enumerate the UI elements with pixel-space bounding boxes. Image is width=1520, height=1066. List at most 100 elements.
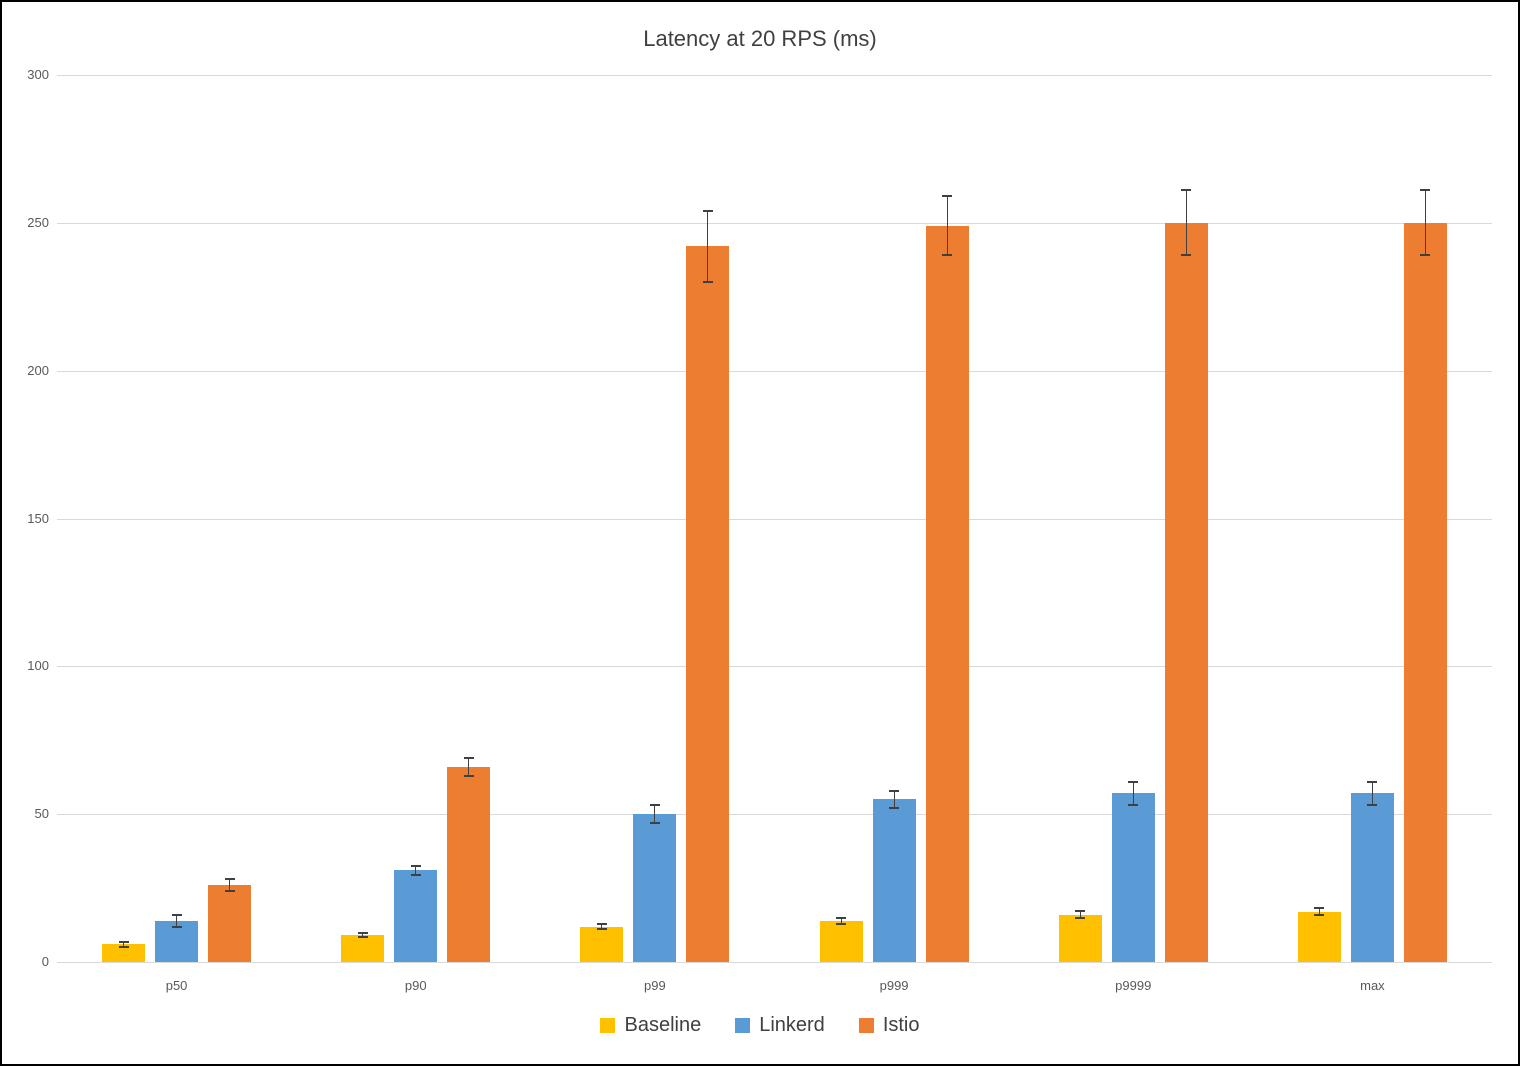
error-bar-line — [654, 805, 656, 824]
error-bar-cap — [171, 913, 182, 916]
error-bar-cap — [1181, 189, 1192, 192]
error-bar-line — [468, 757, 470, 776]
legend-item-baseline: Baseline — [600, 1014, 701, 1037]
gridline — [57, 370, 1492, 372]
error-bar-line — [1079, 911, 1081, 919]
error-bar-cap — [596, 928, 607, 931]
legend-swatch-linkerd — [735, 1018, 751, 1033]
bar-istio-p999 — [925, 225, 969, 962]
error-bar-cap — [224, 878, 235, 881]
x-axis-category-label: p9999 — [1115, 978, 1152, 993]
error-bar-line — [946, 196, 948, 256]
y-axis-tick-label: 0 — [41, 954, 49, 969]
x-axis-category-label: p99 — [644, 978, 666, 993]
gridline — [57, 814, 1492, 816]
y-axis-tick-label: 50 — [34, 806, 49, 822]
bar-baseline-p90 — [341, 935, 385, 962]
bar-baseline-p9999 — [1058, 914, 1102, 962]
error-bar-cap — [1128, 780, 1139, 783]
error-bar-cap — [1314, 907, 1325, 910]
bar-istio-p90 — [447, 766, 491, 962]
gridline — [57, 222, 1492, 224]
bar-istio-max — [1403, 222, 1447, 962]
bar-linkerd-p999 — [872, 799, 916, 962]
error-bar-line — [123, 941, 125, 947]
error-bar-line — [415, 865, 417, 875]
error-bar-cap — [1314, 914, 1325, 917]
error-bar-cap — [649, 822, 660, 825]
gridline — [57, 666, 1492, 668]
error-bar-cap — [1075, 917, 1086, 920]
error-bar-line — [229, 879, 231, 892]
error-bar-cap — [702, 280, 713, 283]
error-bar-cap — [463, 756, 474, 759]
x-axis-category-label: max — [1360, 978, 1385, 993]
error-bar-cap — [889, 807, 900, 810]
error-bar-cap — [1367, 804, 1378, 807]
legend-item-linkerd: Linkerd — [735, 1014, 825, 1037]
error-bar-cap — [1420, 189, 1431, 192]
error-bar-cap — [649, 804, 660, 807]
legend-swatch-baseline — [600, 1018, 616, 1033]
x-axis-category-label: p50 — [165, 978, 188, 993]
error-bar-cap — [836, 916, 847, 919]
error-bar-line — [1371, 781, 1373, 806]
error-bar-cap — [357, 932, 368, 935]
error-bar-cap — [889, 789, 900, 792]
legend-label: Baseline — [624, 1014, 702, 1036]
error-bar-cap — [410, 873, 421, 876]
bar-istio-p9999 — [1164, 222, 1208, 962]
error-bar-cap — [224, 890, 235, 893]
error-bar-cap — [1367, 780, 1378, 783]
error-bar-line — [1424, 190, 1426, 256]
x-axis-category-label: p999 — [879, 978, 909, 993]
error-bar-cap — [171, 925, 182, 928]
y-axis-tick-label: 100 — [27, 658, 49, 674]
error-bar-line — [707, 211, 709, 282]
error-bar-cap — [1420, 254, 1431, 257]
bar-baseline-p999 — [819, 920, 863, 962]
bar-istio-p50 — [208, 885, 252, 962]
y-axis-tick-label: 250 — [27, 214, 49, 230]
gridline — [57, 962, 1492, 963]
legend-swatch-istio — [858, 1018, 874, 1033]
legend-label: Linkerd — [759, 1014, 825, 1036]
y-axis-tick-label: 300 — [27, 67, 49, 82]
bar-baseline-p50 — [102, 944, 146, 962]
bar-baseline-p99 — [580, 926, 624, 962]
error-bar-cap — [118, 940, 129, 943]
error-bar-line — [1132, 781, 1134, 806]
bar-linkerd-p99 — [633, 814, 677, 962]
error-bar-cap — [410, 864, 421, 867]
error-bar-cap — [836, 922, 847, 925]
error-bar-cap — [702, 210, 713, 212]
error-bar-cap — [463, 774, 474, 777]
error-bar-line — [176, 914, 178, 927]
gridline — [57, 518, 1492, 520]
bar-istio-p99 — [686, 246, 730, 962]
error-bar-cap — [357, 936, 368, 939]
legend-item-istio: Istio — [858, 1014, 920, 1037]
error-bar-cap — [1181, 254, 1192, 257]
gridline — [57, 75, 1492, 76]
bar-linkerd-max — [1350, 793, 1394, 962]
error-bar-line — [1185, 190, 1187, 256]
y-axis-tick-label: 200 — [27, 362, 49, 378]
error-bar-line — [840, 917, 842, 924]
error-bar-line — [362, 933, 364, 938]
bar-linkerd-p9999 — [1111, 793, 1155, 962]
legend: Baseline Linkerd Istio — [2, 1014, 1518, 1037]
error-bar-line — [893, 790, 895, 809]
error-bar-cap — [942, 195, 953, 198]
error-bar-cap — [1075, 910, 1086, 913]
error-bar-cap — [1128, 804, 1139, 807]
bar-linkerd-p90 — [394, 870, 438, 962]
chart-title: Latency at 20 RPS (ms) — [643, 26, 877, 51]
error-bar-cap — [596, 922, 607, 925]
error-bar-cap — [942, 254, 953, 257]
error-bar-cap — [118, 945, 129, 948]
legend-label: Istio — [882, 1014, 920, 1036]
bar-baseline-max — [1297, 911, 1341, 962]
error-bar-line — [601, 923, 603, 930]
